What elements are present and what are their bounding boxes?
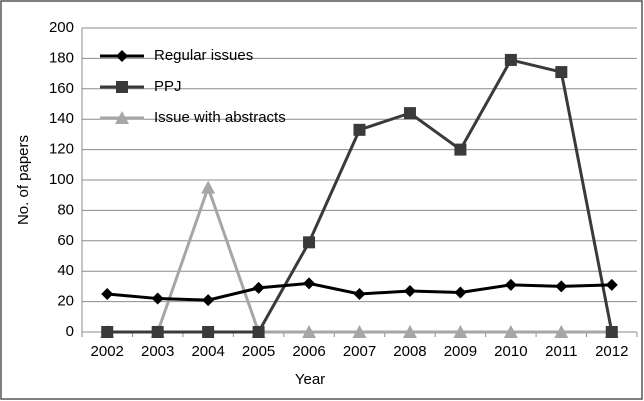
data-point	[605, 326, 618, 338]
data-point	[402, 325, 417, 338]
y-axis-label: No. of papers	[15, 135, 32, 225]
data-point	[201, 180, 216, 194]
x-tick-label: 2005	[242, 343, 275, 360]
data-point	[303, 277, 316, 290]
x-tick-label: 2002	[91, 343, 124, 360]
x-tick-label: 2004	[191, 343, 224, 360]
y-tick-label: 60	[57, 232, 74, 249]
data-point	[202, 326, 215, 338]
y-tick-label: 100	[49, 171, 74, 188]
y-tick-label: 160	[49, 80, 74, 97]
legend-label: Issue with abstracts	[154, 109, 286, 126]
y-tick-label: 80	[57, 201, 74, 218]
data-point	[403, 107, 416, 120]
x-axis-label: Year	[295, 371, 325, 388]
data-point	[352, 325, 367, 338]
x-tick-label: 2006	[292, 343, 325, 360]
x-tick-label: 2009	[444, 343, 477, 360]
x-tick-label: 2008	[393, 343, 426, 360]
data-point	[202, 294, 215, 307]
data-point	[454, 286, 467, 299]
data-point	[504, 53, 517, 66]
data-point	[555, 66, 568, 79]
y-tick-label: 20	[57, 293, 74, 310]
data-point	[503, 325, 518, 338]
x-tick-label: 2007	[343, 343, 376, 360]
y-tick-label: 120	[49, 141, 74, 158]
data-point	[353, 288, 366, 300]
legend-swatch-marker	[116, 50, 128, 62]
data-point	[303, 236, 316, 249]
legend-swatch-marker	[115, 111, 129, 124]
data-point	[101, 326, 114, 338]
data-point	[403, 284, 416, 297]
x-tick-label: 2012	[595, 343, 628, 360]
data-point	[353, 123, 366, 136]
legend-label: PPJ	[154, 78, 182, 95]
data-point	[151, 326, 164, 338]
data-point	[101, 288, 114, 300]
data-point	[605, 278, 618, 291]
y-tick-label: 0	[66, 323, 74, 340]
legend-label: Regular issues	[154, 47, 253, 64]
y-tick-label: 140	[49, 110, 74, 127]
data-point	[453, 325, 468, 338]
y-tick-label: 200	[49, 19, 74, 36]
data-point	[252, 326, 265, 338]
data-point	[554, 325, 569, 338]
y-tick-label: 40	[57, 262, 74, 279]
data-point	[504, 278, 517, 291]
data-point	[302, 325, 317, 338]
data-point	[555, 280, 568, 293]
legend-swatch-marker	[116, 81, 128, 93]
x-tick-label: 2010	[494, 343, 527, 360]
x-tick-label: 2003	[141, 343, 174, 360]
x-tick-label: 2011	[545, 343, 577, 360]
data-point	[252, 281, 265, 294]
data-point	[454, 143, 467, 156]
y-tick-label: 180	[49, 49, 74, 66]
data-point	[151, 292, 164, 305]
